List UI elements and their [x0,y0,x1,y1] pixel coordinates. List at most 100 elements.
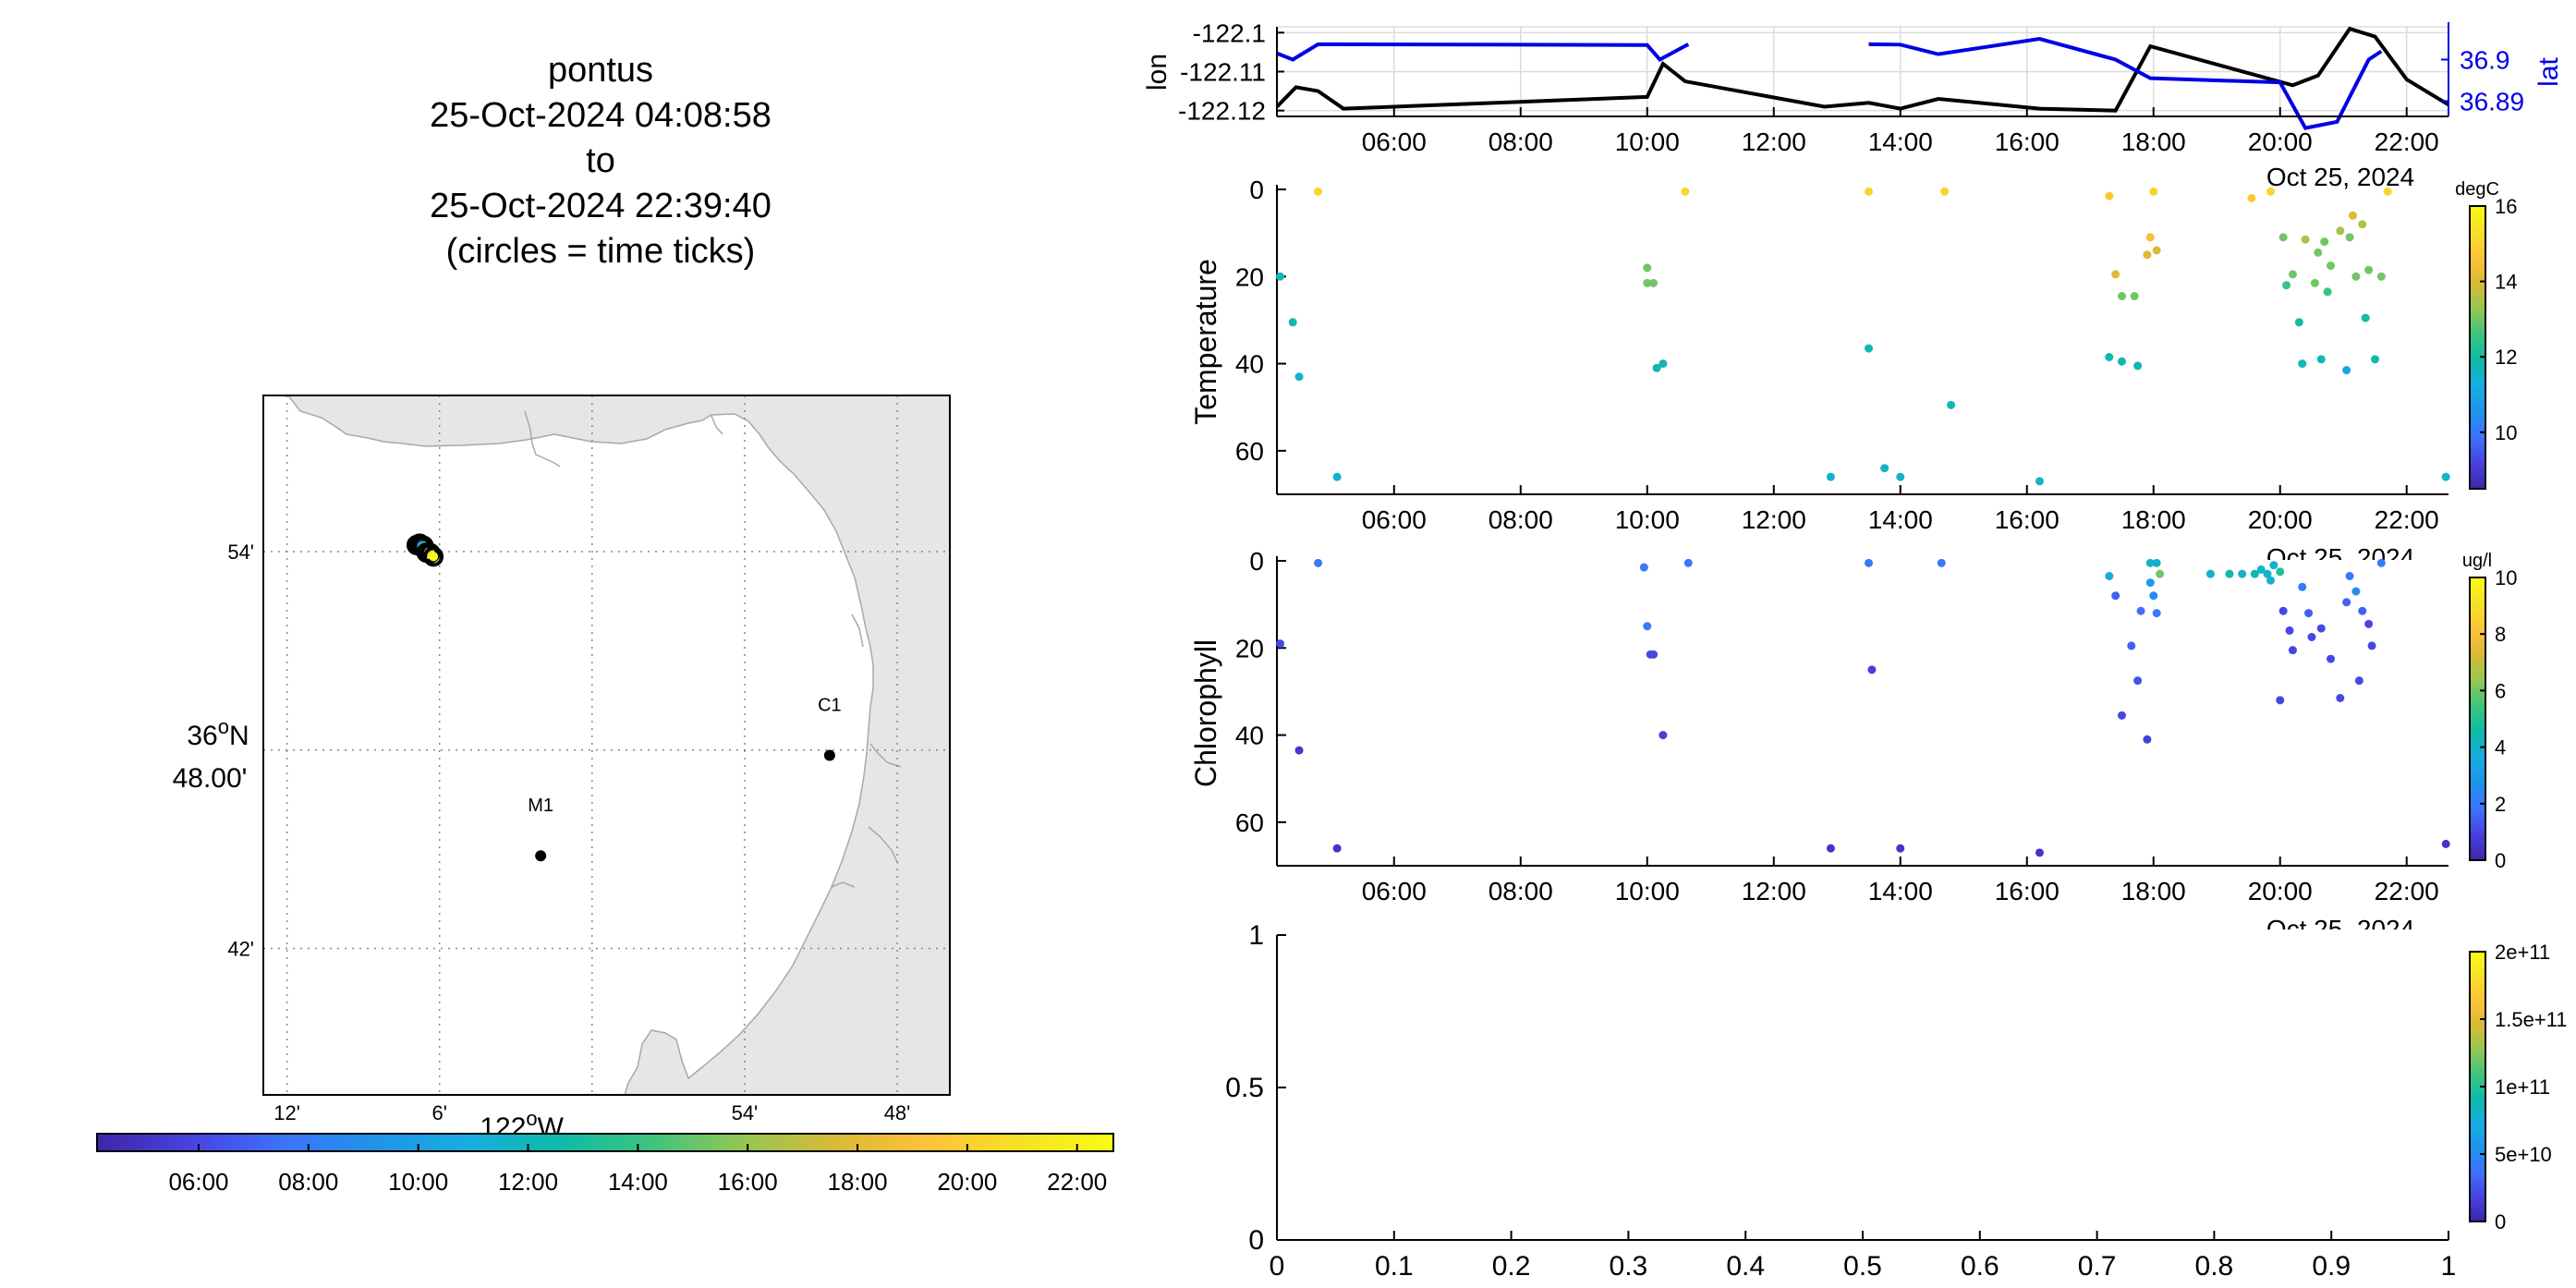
colorbar-tick-label: 08:00 [278,1168,338,1196]
y-tick-label: 60 [1235,437,1264,466]
data-point [1659,731,1668,740]
data-point [2316,624,2326,633]
y-axis-label: Temperature [1189,259,1222,425]
lat-tick-label: 36.89 [2460,87,2524,115]
lat-axis-label: lat [2533,56,2564,86]
title-note: (circles = time ticks) [445,232,756,271]
y-tick-label: 20 [1235,262,1264,291]
data-point [2117,711,2126,720]
map-lon-tick: 54' [732,1101,759,1124]
data-point [1314,187,1323,196]
data-point [2307,633,2316,641]
x-tick-label: 10:00 [1615,505,1680,534]
y-tick-label: 40 [1235,350,1264,379]
x-tick-label: 22:00 [2375,505,2439,534]
station-marker [823,749,835,761]
colorbar-tick-label: 20:00 [937,1168,997,1196]
data-point [1659,359,1668,369]
map-lat-tick: 42' [227,938,254,961]
data-point [2127,641,2136,650]
data-point [2364,265,2374,274]
x-tick-label: 06:00 [1362,128,1427,156]
y-tick-label: 0 [1249,547,1264,576]
data-point [2105,191,2114,200]
data-point [2149,187,2158,196]
map-lat-label: 36oN [187,715,249,751]
x-tick-label: 14:00 [1868,505,1933,534]
data-point [2327,654,2336,663]
data-point [2298,359,2307,369]
y-tick-label: 1 [1248,920,1264,951]
station-label: M1 [528,796,553,816]
vehicle-track [406,533,444,567]
x-tick-label: 0.8 [2195,1251,2234,1282]
data-point [1288,318,1297,327]
data-point [2111,270,2120,279]
data-point [2035,848,2044,857]
data-point [2238,569,2247,578]
data-point [2342,598,2351,607]
data-point [1683,558,1693,567]
data-point [2276,696,2285,705]
colorbar-tick-label: 14 [2495,271,2517,294]
x-tick-label: 22:00 [2375,128,2439,156]
lon-tick-label: -122.11 [1180,58,1266,87]
temperature-panel: 0 20 40 60 Temperature 06:00 08:00 10:00 12:00 14… [1189,176,2517,560]
y-tick-label: 20 [1235,634,1264,662]
data-point [2247,193,2256,202]
data-point [1867,665,1877,674]
mooring-stations: C1 M1 [528,696,842,862]
empty-panel: 0 0.1 0.2 0.3 0.4 0.5 0.6 0.7 0.8 0.9 1 0 0.5 1 2e+11 1… [1225,920,2567,1282]
land-mass [263,395,950,1095]
data-point [2345,572,2354,580]
data-point [1865,344,1874,353]
x-tick-label: 22:00 [2375,877,2439,905]
data-point [2111,591,2120,601]
data-point [2441,472,2450,481]
data-point [2205,569,2215,578]
x-tick-label: 12:00 [1742,128,1806,156]
data-point [2282,281,2291,290]
data-point [2304,609,2314,618]
data-point [2383,187,2392,196]
data-point [1314,558,1323,567]
colorbar-tick-label: 12:00 [498,1168,558,1196]
data-point [2320,237,2329,247]
data-point [2376,558,2386,567]
date-label: Oct 25, 2024 [2266,915,2414,943]
time-colorbar: 06:00 08:00 10:00 12:00 14:00 16:00 18:00 20:00… [96,1133,1114,1196]
y-tick-label: 0 [1249,176,1264,204]
colorbar-tick-label: 16 [2495,195,2517,218]
x-tick-label: 16:00 [1995,877,2060,905]
data-point [1275,272,1284,281]
data-point [1937,558,1946,567]
colorbar-tick-label: 10 [2495,566,2517,589]
colorbar-tick-label: 06:00 [168,1168,228,1196]
data-point [1294,372,1304,382]
data-point [1332,844,1342,853]
data-point [2316,355,2326,364]
data-point [2441,839,2450,848]
river-2 [711,415,723,435]
lat-tick-label: 36.9 [2460,45,2510,74]
data-point [1896,472,1905,481]
end-time: 25-Oct-2024 22:39:40 [430,187,772,225]
river-3 [851,614,864,648]
data-point [2336,226,2345,236]
map-lon-tick: 12' [273,1101,300,1124]
data-point [2349,211,2358,220]
data-point [2336,694,2345,702]
colorbar-tick-label: 14:00 [608,1168,668,1196]
colorbar-tick-label: 8 [2495,623,2506,646]
data-point [1681,187,1690,196]
colorbar [2469,205,2486,490]
data-point [2314,248,2323,257]
data-point [2225,569,2234,578]
data-point [2351,587,2361,596]
x-tick-label: 18:00 [2121,128,2186,156]
data-point [2342,366,2351,375]
data-point [2145,233,2155,242]
colorbar [2469,577,2486,861]
